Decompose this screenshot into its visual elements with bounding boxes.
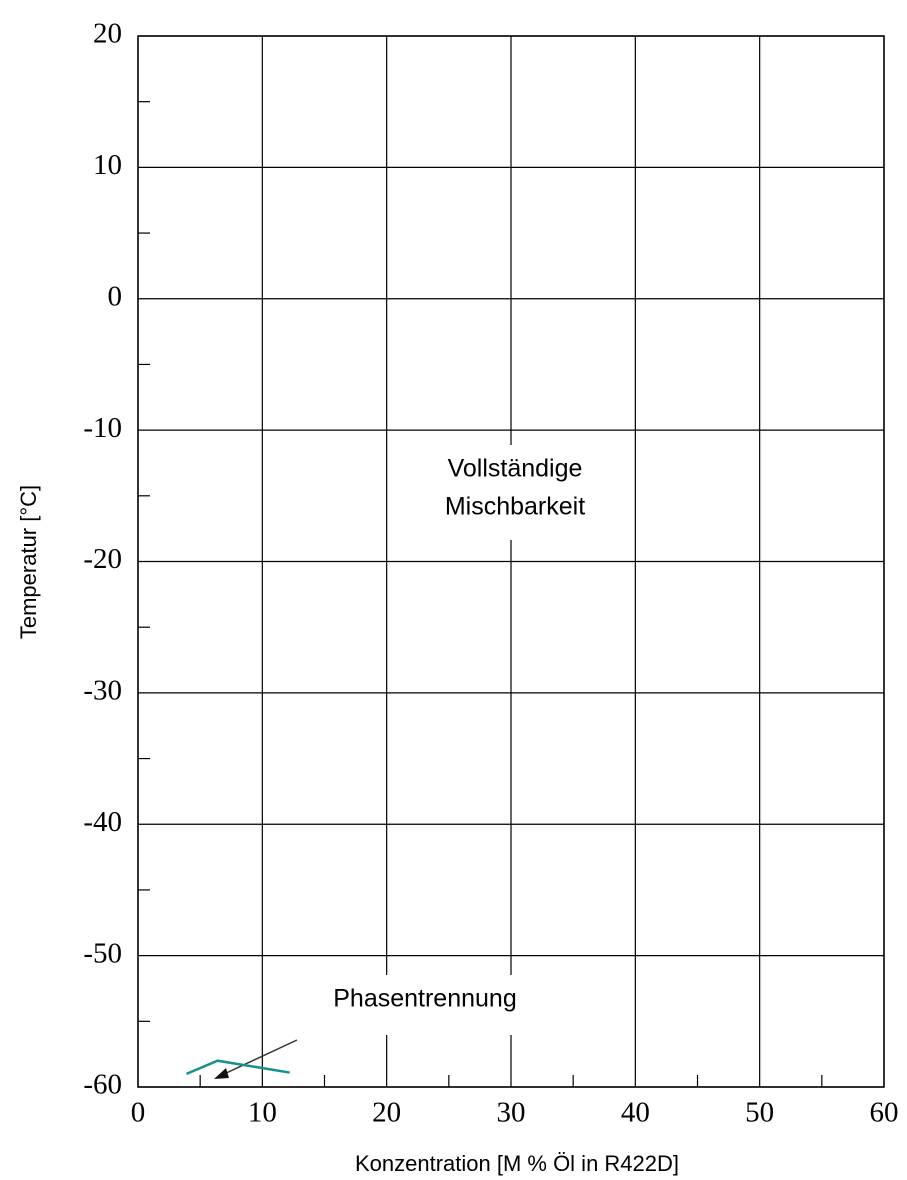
- y-tick-label: -20: [83, 543, 122, 575]
- annotation: Phasentrennung: [333, 985, 516, 1013]
- x-tick-label: 30: [497, 1097, 526, 1129]
- annotation-arrow: [221, 1039, 298, 1076]
- annotation-background: [405, 445, 625, 540]
- data-line: [186, 1059, 290, 1076]
- x-tick-label: 50: [745, 1097, 774, 1129]
- x-tick-label: 10: [248, 1097, 277, 1129]
- y-tick-label: -30: [83, 675, 122, 707]
- y-tick-label: 20: [93, 18, 122, 50]
- annotation: Vollständige: [448, 455, 583, 483]
- y-tick-label: -60: [83, 1069, 122, 1101]
- arrow-head: [214, 1068, 229, 1079]
- y-tick-label: 10: [93, 149, 122, 181]
- x-axis-title: Konzentration [M % Öl in R422D]: [355, 1151, 679, 1176]
- y-tick-label: -50: [83, 937, 122, 969]
- annotation: Mischbarkeit: [445, 493, 585, 521]
- y-tick-label: -10: [83, 412, 122, 444]
- annotation-background: [290, 975, 560, 1035]
- y-tick-label: 0: [108, 280, 123, 312]
- y-tick-label: -40: [83, 806, 122, 838]
- plot-frame: [137, 35, 885, 1088]
- x-tick-label: 0: [131, 1097, 146, 1129]
- y-axis-title: Temperatur [°C]: [16, 485, 41, 639]
- x-tick-label: 60: [870, 1097, 899, 1129]
- x-tick-label: 40: [621, 1097, 650, 1129]
- x-tick-label: 20: [372, 1097, 401, 1129]
